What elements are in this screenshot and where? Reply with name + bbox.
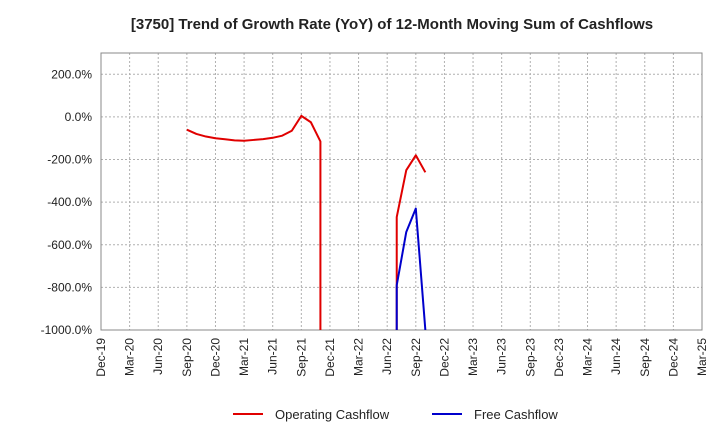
- plot-area: [100, 52, 703, 331]
- y-axis: 200.0% 0.0% -200.0% -400.0% -600.0% -800.0% -1…: [41, 67, 93, 337]
- x-tick-label: Mar-25: [695, 338, 709, 376]
- x-tick-label: Sep-20: [180, 338, 194, 377]
- x-tick-label: Mar-22: [352, 338, 366, 376]
- x-tick-label: Dec-21: [323, 338, 337, 377]
- series-line-free-cashflow: [395, 207, 427, 330]
- series-layer: [186, 114, 427, 330]
- y-tick-label: -400.0%: [47, 195, 92, 209]
- x-axis: Dec-19 Mar-20 Jun-20 Sep-20 Dec-20 Mar-21 Jun-…: [94, 338, 709, 377]
- y-tick-label: -600.0%: [47, 238, 92, 252]
- legend-label: Operating Cashflow: [275, 407, 390, 422]
- x-tick-label: Sep-23: [523, 338, 537, 377]
- x-tick-label: Dec-22: [437, 338, 451, 377]
- x-tick-label: Jun-24: [609, 338, 623, 375]
- y-tick-label: -1000.0%: [41, 323, 93, 337]
- x-tick-label: Mar-23: [466, 338, 480, 376]
- x-tick-label: Jun-22: [380, 338, 394, 375]
- x-tick-label: Dec-19: [94, 338, 108, 377]
- x-tick-label: Jun-23: [495, 338, 509, 375]
- x-tick-label: Mar-20: [123, 338, 137, 376]
- y-tick-label: 200.0%: [51, 67, 92, 81]
- y-tick-label: -200.0%: [47, 153, 92, 167]
- x-tick-label: Dec-20: [208, 338, 222, 377]
- series-line-operating-cashflow: [186, 114, 322, 330]
- x-tick-label: Sep-22: [409, 338, 423, 377]
- legend: Operating Cashflow Free Cashflow: [233, 407, 558, 422]
- x-tick-label: Sep-24: [638, 338, 652, 377]
- x-tick-label: Dec-23: [552, 338, 566, 377]
- legend-label: Free Cashflow: [474, 407, 558, 422]
- x-tick-label: Sep-21: [294, 338, 308, 377]
- x-tick-label: Mar-21: [237, 338, 251, 376]
- x-tick-label: Mar-24: [581, 338, 595, 376]
- x-tick-label: Jun-20: [151, 338, 165, 375]
- chart-title: [3750] Trend of Growth Rate (YoY) of 12-…: [131, 16, 653, 33]
- x-tick-label: Jun-21: [266, 338, 280, 375]
- x-tick-label: Dec-24: [666, 338, 680, 377]
- y-tick-label: 0.0%: [65, 110, 93, 124]
- series-line-operating-cashflow: [395, 154, 427, 330]
- y-tick-label: -800.0%: [47, 280, 92, 294]
